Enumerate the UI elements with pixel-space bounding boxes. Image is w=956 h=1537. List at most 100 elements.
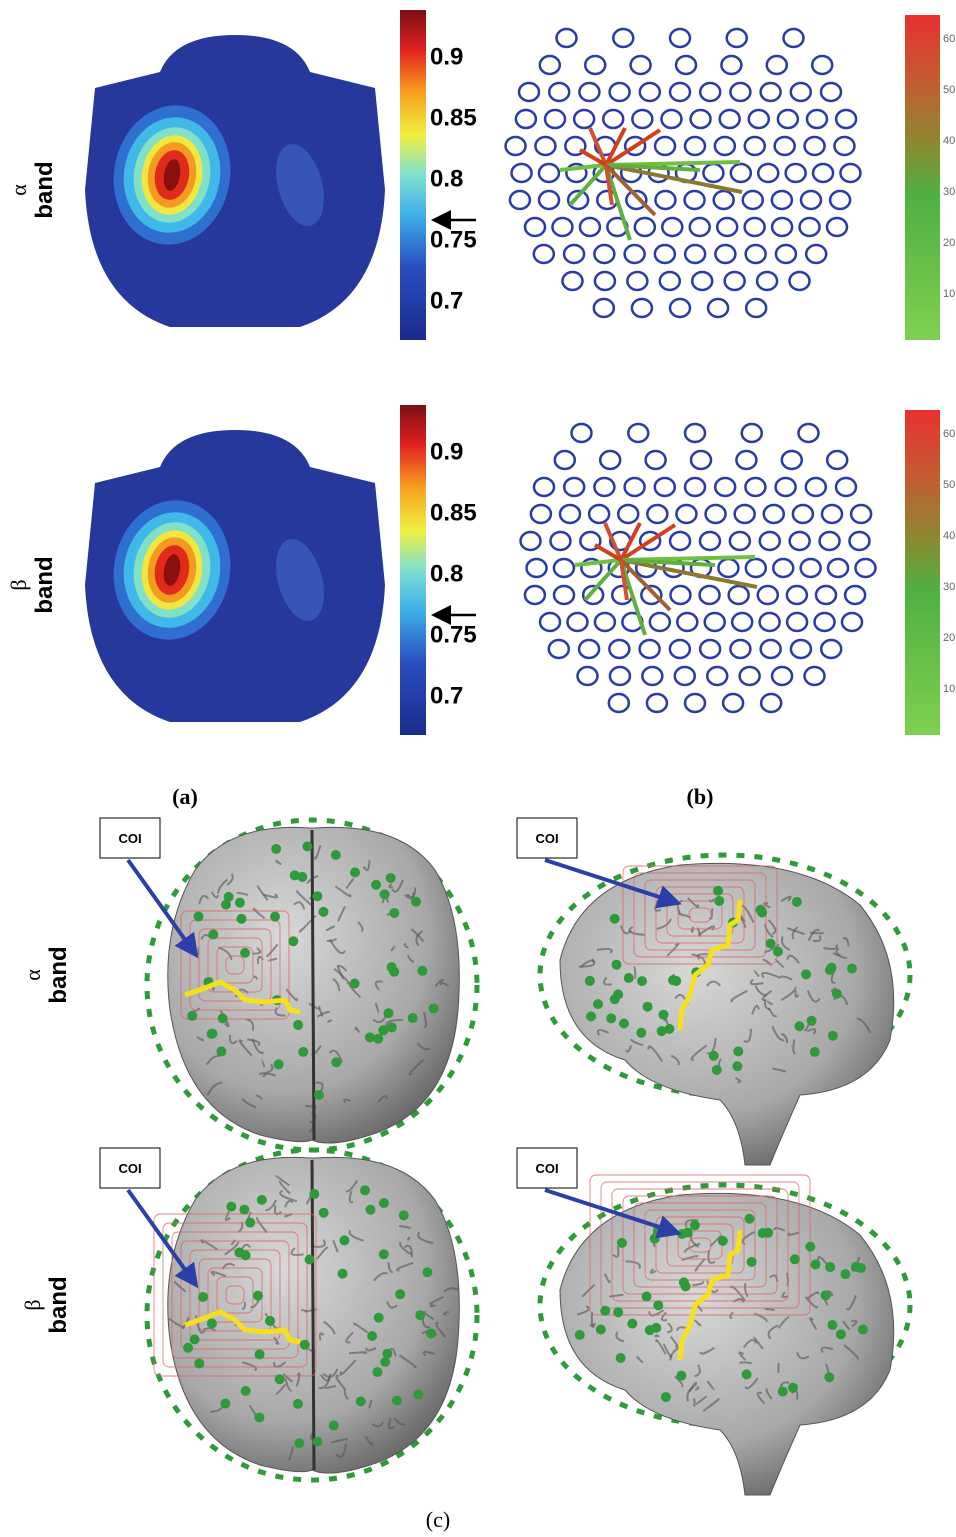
sensor: [828, 1031, 838, 1041]
electrode: [655, 478, 675, 496]
electrode: [539, 164, 559, 182]
electrode: [595, 272, 615, 290]
electrode: [822, 505, 842, 523]
brain-row: βbandCOICOI: [20, 1148, 910, 1495]
electrode: [700, 532, 720, 550]
sensor: [422, 1267, 432, 1277]
electrode: [555, 451, 575, 469]
sensor: [714, 896, 724, 906]
sensor: [183, 1343, 193, 1353]
sensor: [271, 844, 281, 854]
sensor: [792, 897, 802, 907]
electrode: [742, 424, 762, 442]
sensor: [643, 1002, 653, 1012]
sensor: [413, 1389, 423, 1399]
electrode: [700, 83, 720, 101]
sensor: [190, 1334, 200, 1344]
sensor: [331, 1057, 341, 1067]
sensor: [847, 964, 857, 974]
electrode: [800, 218, 820, 236]
electrode: [708, 299, 728, 317]
sensor: [677, 1229, 687, 1239]
electrode: [670, 532, 690, 550]
sensor: [314, 1090, 324, 1100]
sensor: [668, 975, 678, 985]
sensor: [240, 948, 250, 958]
sensor: [732, 1061, 742, 1071]
electrode: [749, 110, 769, 128]
electrode: [730, 640, 750, 658]
gyrus: [765, 1309, 774, 1310]
electrode: [730, 83, 750, 101]
electrode: [594, 478, 614, 496]
colorbar: [400, 10, 426, 340]
sensor: [395, 1289, 405, 1299]
sensor: [653, 1300, 663, 1310]
electrode: [807, 110, 827, 128]
electrode: [556, 29, 576, 47]
sensor: [288, 936, 298, 946]
sensor: [619, 1019, 629, 1029]
electrode: [784, 29, 804, 47]
electrode: [791, 640, 811, 658]
callout-label: COI: [118, 831, 141, 846]
electrode: [525, 218, 545, 236]
electrode: [625, 245, 645, 263]
sensor: [372, 1367, 382, 1377]
electrode: [610, 83, 630, 101]
sensor: [236, 914, 246, 924]
sensor: [220, 1399, 230, 1409]
row-greek: β: [20, 1299, 45, 1310]
colorbar-tick-label: 20: [943, 632, 955, 644]
sensor: [329, 1420, 339, 1430]
electrode: [813, 164, 833, 182]
electrode: [816, 586, 836, 604]
electrode: [660, 272, 680, 290]
sensor: [593, 999, 603, 1009]
electrode: [640, 83, 660, 101]
electrode: [790, 272, 810, 290]
connection: [560, 165, 606, 170]
electrode: [670, 299, 690, 317]
gyrus: [431, 1304, 437, 1306]
electrode: [787, 586, 807, 604]
sensor: [386, 873, 396, 883]
electrode: [676, 56, 696, 74]
sensor: [294, 1438, 304, 1448]
electrode: [761, 83, 781, 101]
sensor: [690, 1220, 700, 1230]
electrode: [757, 272, 777, 290]
electrode: [567, 613, 587, 631]
electrode: [782, 451, 802, 469]
colorbar-tick-label: 10: [943, 288, 955, 300]
sensor: [218, 1013, 228, 1023]
electrode: [692, 272, 712, 290]
sensor: [384, 1008, 394, 1018]
colorbar-tick-label: 40: [943, 530, 955, 542]
sensor: [373, 1034, 383, 1044]
electrode: [670, 586, 690, 604]
electrode: [580, 218, 600, 236]
electrode: [806, 245, 826, 263]
connection: [575, 560, 621, 565]
sensor: [241, 1386, 251, 1396]
sensor: [585, 976, 595, 986]
electrode: [618, 505, 638, 523]
content: αband0.90.850.80.750.7βband0.90.850.80.7…: [6, 10, 955, 1532]
sensor: [365, 1205, 375, 1215]
electrode: [642, 667, 662, 685]
electrode: [676, 505, 696, 523]
electrode: [579, 83, 599, 101]
electrode: [821, 83, 841, 101]
electrode: [554, 586, 574, 604]
sensor: [810, 1047, 820, 1057]
sensor: [415, 1310, 425, 1320]
electrode: [773, 559, 793, 577]
electrode: [632, 110, 652, 128]
sensor: [379, 1249, 389, 1259]
electrode: [786, 164, 806, 182]
electrode: [772, 667, 792, 685]
sensor: [636, 1028, 646, 1038]
electrode: [534, 245, 554, 263]
colorbar-tick-label: 0.8: [430, 560, 463, 587]
